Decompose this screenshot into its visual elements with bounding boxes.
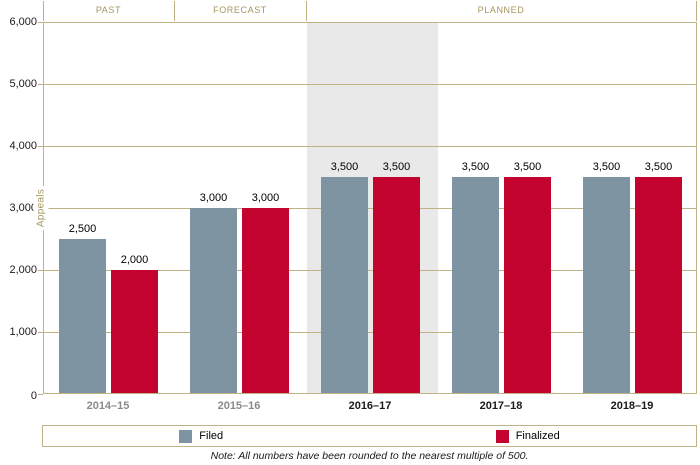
y-tick-label: 0 [30, 390, 37, 402]
note-text: Note: All numbers have been rounded to t… [210, 450, 529, 462]
bar-value-label: 3,500 [382, 161, 411, 174]
bar-value-label: 3,500 [513, 161, 542, 174]
bar-value-label: 3,000 [199, 192, 228, 204]
category-label-2018-19: 2018–19 [610, 400, 654, 412]
band-tick [43, 1, 44, 21]
band-tick [306, 1, 307, 21]
legend-label-filed: Filed [199, 430, 224, 442]
bar-finalized-2016-17: 3,500 [373, 161, 420, 393]
bar-finalized-2014-15: 2,000 [111, 254, 158, 393]
gridline-1000 [44, 332, 696, 333]
y-tick-mark [38, 394, 43, 395]
y-tick-mark [38, 270, 43, 271]
y-tick-label: 4,000 [9, 140, 37, 152]
band-label-forecast: FORECAST [213, 5, 267, 15]
bar-value-label: 3,500 [330, 161, 359, 174]
bar-finalized-2017-18: 3,500 [504, 161, 551, 393]
bar-value-label: 3,500 [644, 161, 673, 174]
legend: Filed Finalized [42, 425, 697, 447]
y-tick-label: 6,000 [9, 16, 37, 28]
gridline-3000 [44, 208, 696, 209]
category-label-2015-16: 2015–16 [217, 400, 261, 412]
bar-value-label: 3,500 [592, 161, 621, 174]
bar-value-label: 3,500 [461, 161, 490, 174]
bar-value-label: 2,500 [68, 222, 97, 235]
legend-item-finalized: Finalized [495, 429, 560, 443]
bar-filed-2018-19: 3,500 [583, 161, 630, 393]
bar-value-label: 2,000 [120, 253, 149, 266]
bar-finalized-2018-19: 3,500 [635, 161, 682, 393]
y-tick-mark [38, 146, 43, 147]
y-tick-mark [38, 332, 43, 333]
y-tick-label: 3,000 [9, 202, 37, 214]
band-tick [174, 1, 175, 21]
y-tick-label: 2,000 [9, 264, 37, 276]
band-label-past: PAST [95, 5, 122, 15]
bar-value-label: 3,000 [251, 192, 280, 204]
category-label-2017-18: 2017–18 [479, 400, 523, 412]
legend-label-finalized: Finalized [515, 430, 560, 442]
bar-filed-2017-18: 3,500 [452, 161, 499, 393]
band-label-planned: PLANNED [477, 5, 525, 15]
plot-area: 2,500 2,000 3,000 3,000 3,500 3,500 3,50… [43, 22, 697, 394]
category-label-2016-17: 2016–17 [348, 400, 392, 412]
bar-finalized-2015-16: 3,000 [242, 192, 289, 393]
legend-swatch-filed [179, 429, 193, 443]
bar-filed-2014-15: 2,500 [59, 223, 106, 393]
y-tick-mark [38, 84, 43, 85]
y-tick-label: 1,000 [9, 326, 37, 338]
y-tick-label: 5,000 [9, 78, 37, 90]
y-axis-title: Appeals [33, 185, 49, 231]
gridline-2000 [44, 270, 696, 271]
bar-filed-2016-17: 3,500 [321, 161, 368, 393]
legend-item-filed: Filed [179, 429, 224, 443]
category-label-2014-15: 2014–15 [86, 400, 130, 412]
band-tick [696, 1, 697, 21]
bar-filed-2015-16: 3,000 [190, 192, 237, 393]
gridline-5000 [44, 84, 696, 85]
legend-swatch-finalized [495, 429, 509, 443]
y-tick-mark [38, 22, 43, 23]
gridline-4000 [44, 146, 696, 147]
